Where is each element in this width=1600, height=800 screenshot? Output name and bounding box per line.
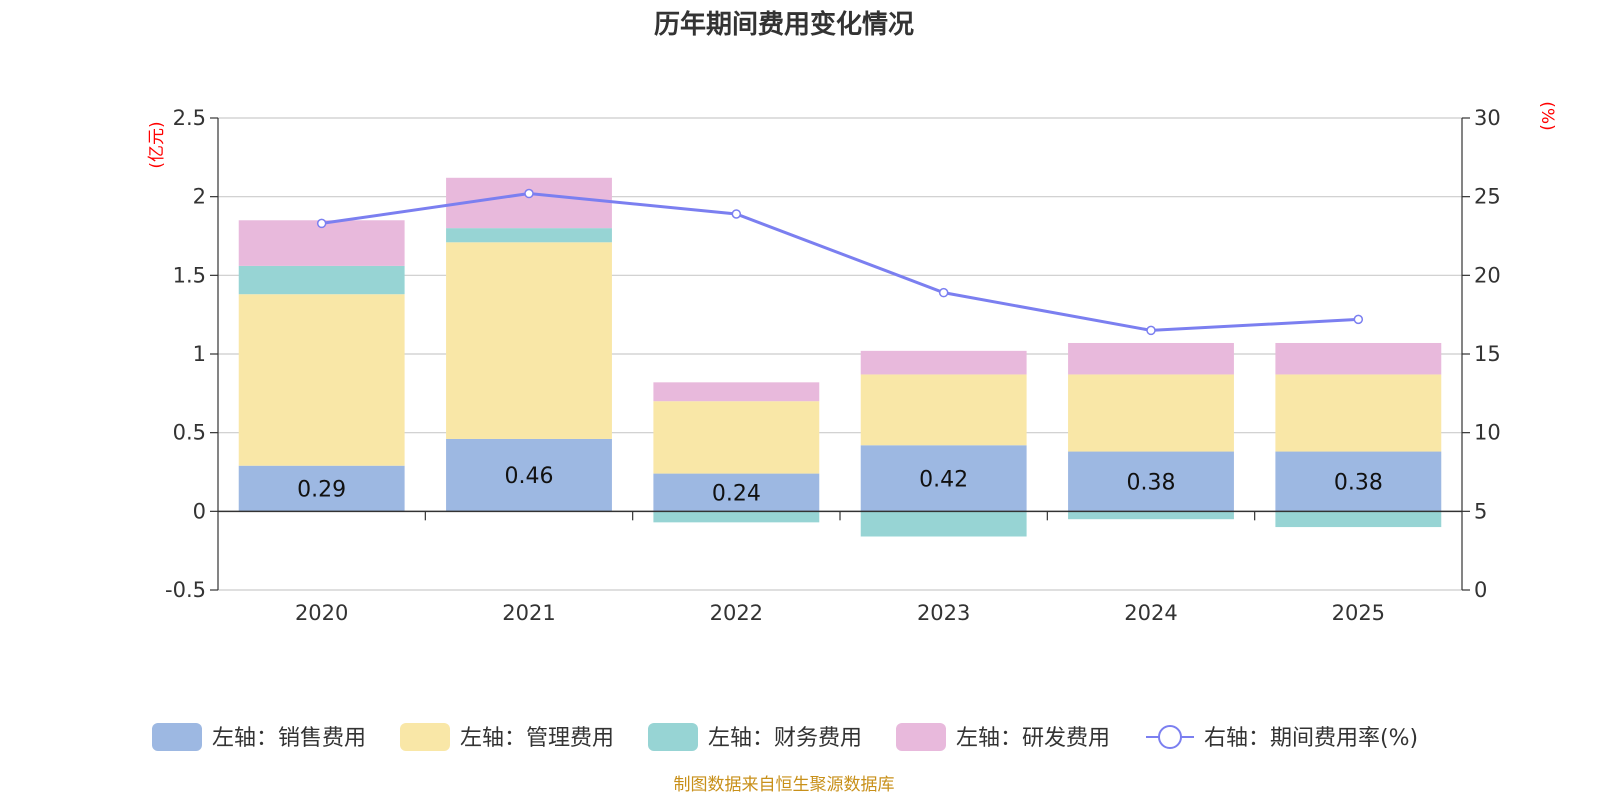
legend-swatch bbox=[896, 723, 946, 751]
bar bbox=[1275, 374, 1442, 452]
right-tick-label: 5 bbox=[1474, 499, 1487, 523]
bar bbox=[860, 374, 1027, 446]
bar bbox=[653, 401, 820, 474]
right-tick-label: 15 bbox=[1474, 342, 1501, 366]
right-axis-unit: (%) bbox=[1537, 101, 1557, 130]
bar bbox=[238, 294, 405, 466]
rate-point bbox=[938, 287, 949, 298]
rate-line bbox=[321, 192, 1359, 332]
bar bbox=[653, 511, 820, 523]
source-note: 制图数据来自恒生聚源数据库 bbox=[674, 775, 895, 795]
x-tick-label: 2024 bbox=[1124, 601, 1177, 625]
data-label: 0.38 bbox=[1334, 470, 1383, 495]
x-tick-label: 2023 bbox=[917, 601, 970, 625]
x-tick-label: 2022 bbox=[710, 601, 763, 625]
legend-label: 左轴：财务费用 bbox=[708, 726, 862, 751]
bar bbox=[1068, 511, 1234, 520]
left-axis-unit: (亿元) bbox=[147, 121, 167, 168]
left-tick-label: 2 bbox=[193, 185, 206, 209]
bar bbox=[1275, 342, 1442, 375]
left-tick-label: 0.5 bbox=[173, 421, 206, 445]
legend-label: 右轴：期间费用率(%) bbox=[1204, 726, 1418, 751]
bar bbox=[238, 465, 405, 512]
right-tick-label: 10 bbox=[1474, 421, 1501, 445]
data-label: 0.42 bbox=[919, 467, 968, 492]
rate-point bbox=[524, 188, 534, 199]
left-tick-label: 0 bbox=[193, 499, 206, 523]
chart-title: 历年期间费用变化情况 bbox=[654, 9, 914, 40]
x-tick-label: 2020 bbox=[295, 601, 348, 625]
bar bbox=[1068, 342, 1234, 375]
bar bbox=[860, 511, 1027, 537]
data-label: 0.24 bbox=[712, 481, 761, 506]
bar bbox=[860, 445, 1027, 512]
bar-series bbox=[238, 177, 1442, 537]
bar bbox=[1068, 374, 1234, 452]
x-tick-label: 2025 bbox=[1332, 601, 1385, 625]
rate-point bbox=[316, 218, 327, 229]
bar bbox=[1275, 451, 1442, 512]
grid-lines bbox=[218, 117, 1462, 591]
left-tick-label: 2.5 bbox=[173, 106, 206, 130]
left-tick-label: 1 bbox=[193, 342, 206, 366]
right-tick-label: 20 bbox=[1474, 263, 1501, 287]
left-tick-label: -0.5 bbox=[165, 578, 206, 602]
bar bbox=[446, 228, 612, 243]
data-label: 0.46 bbox=[505, 464, 554, 489]
data-label: 0.29 bbox=[297, 478, 346, 503]
legend-label: 左轴：管理费用 bbox=[460, 726, 614, 751]
bar bbox=[446, 438, 612, 512]
legend-label: 左轴：销售费用 bbox=[212, 726, 366, 751]
legend-swatch bbox=[648, 723, 698, 751]
bar bbox=[653, 473, 820, 512]
left-tick-label: 1.5 bbox=[173, 263, 206, 287]
right-tick-label: 30 bbox=[1474, 106, 1501, 130]
bar bbox=[860, 350, 1027, 375]
legend-swatch bbox=[152, 723, 202, 751]
bar bbox=[1068, 451, 1234, 512]
data-labels: 0.29 0.46 0.24 0.42 0.38 0.38 bbox=[297, 464, 1383, 506]
bar bbox=[653, 382, 820, 402]
legend: 左轴：销售费用 左轴：管理费用 左轴：财务费用 左轴：研发费用 右轴：期间费用率(%) bbox=[152, 723, 1418, 751]
rate-line-series bbox=[316, 188, 1364, 336]
legend-swatch bbox=[400, 723, 450, 751]
x-tick-label: 2021 bbox=[502, 601, 555, 625]
data-label: 0.38 bbox=[1127, 470, 1176, 495]
bar bbox=[238, 265, 405, 295]
legend-label: 左轴：研发费用 bbox=[956, 726, 1110, 751]
bar bbox=[1275, 511, 1442, 528]
right-tick-label: 25 bbox=[1474, 185, 1501, 209]
rate-point bbox=[1353, 314, 1364, 325]
right-tick-label: 0 bbox=[1474, 578, 1487, 602]
rate-point bbox=[731, 209, 742, 219]
bar bbox=[446, 242, 612, 439]
rate-point bbox=[1146, 325, 1156, 336]
legend-marker bbox=[1158, 725, 1182, 749]
